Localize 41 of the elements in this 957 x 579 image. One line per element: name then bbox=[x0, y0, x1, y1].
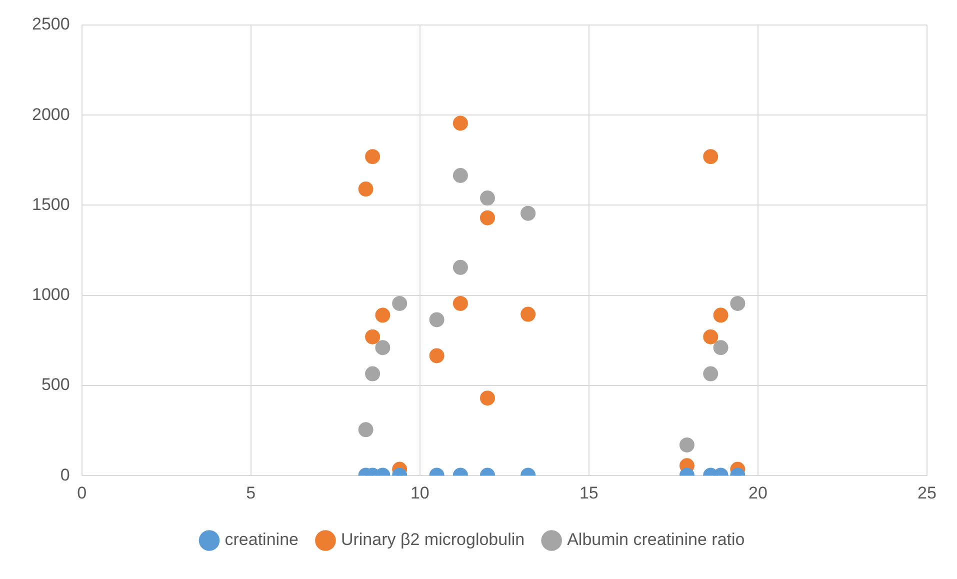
point bbox=[730, 296, 746, 311]
point bbox=[365, 149, 380, 164]
point bbox=[703, 149, 718, 164]
point bbox=[703, 366, 718, 382]
y-tick-label: 2000 bbox=[32, 104, 70, 124]
point bbox=[520, 206, 536, 221]
legend-label: Urinary β2 microglobulin bbox=[340, 530, 525, 550]
point bbox=[713, 340, 728, 356]
point bbox=[375, 340, 390, 356]
point bbox=[365, 366, 380, 382]
point bbox=[452, 116, 468, 131]
point bbox=[480, 390, 496, 406]
y-tick-label: 1000 bbox=[32, 285, 70, 304]
point bbox=[703, 329, 718, 344]
y-tick-label: 0 bbox=[60, 465, 70, 484]
point bbox=[392, 296, 408, 311]
point bbox=[679, 437, 694, 452]
y-tick-label: 2500 bbox=[32, 14, 70, 34]
x-tick-label: 5 bbox=[246, 483, 256, 502]
legend-label: creatinine bbox=[224, 530, 298, 550]
point bbox=[429, 312, 444, 328]
point bbox=[358, 422, 374, 438]
x-tick-label: 20 bbox=[748, 483, 768, 502]
point bbox=[713, 308, 728, 323]
point bbox=[375, 308, 390, 323]
point bbox=[520, 306, 536, 322]
point bbox=[429, 348, 444, 364]
point bbox=[358, 182, 374, 197]
point bbox=[480, 190, 496, 206]
x-tick-label: 15 bbox=[579, 483, 598, 502]
x-tick-label: 0 bbox=[77, 483, 87, 502]
point bbox=[452, 296, 468, 311]
y-tick-label: 500 bbox=[41, 375, 70, 394]
point bbox=[452, 260, 468, 275]
y-tick-label: 1500 bbox=[32, 194, 70, 214]
legend-label: Albumin creatinine ratio bbox=[567, 530, 745, 550]
x-tick-label: 25 bbox=[918, 483, 936, 502]
point bbox=[452, 168, 468, 183]
point bbox=[480, 210, 496, 226]
x-tick-label: 10 bbox=[410, 483, 430, 502]
point bbox=[365, 329, 380, 344]
